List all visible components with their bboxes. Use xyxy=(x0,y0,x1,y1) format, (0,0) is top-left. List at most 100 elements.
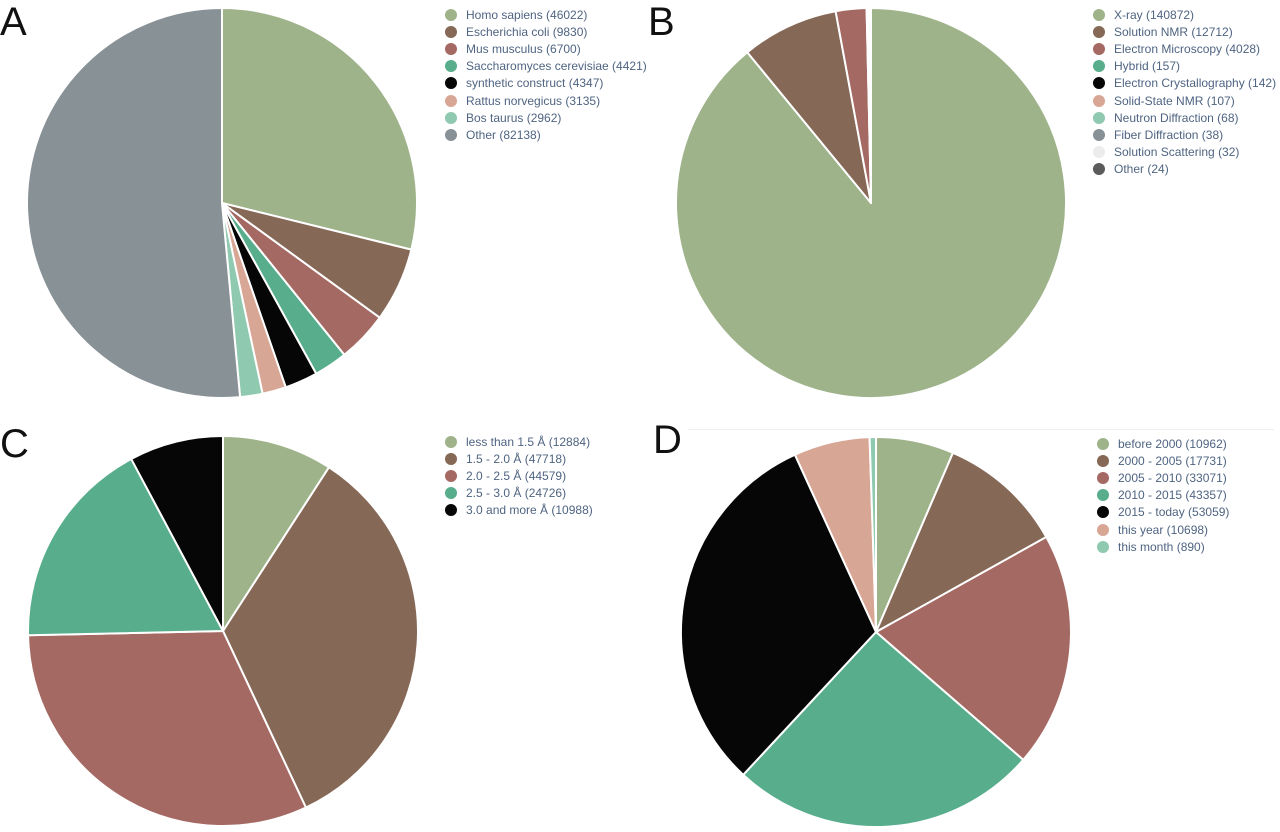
legend-item: 2.5 - 3.0 Å (24726) xyxy=(445,485,593,502)
panel-d-top-rule xyxy=(688,429,1274,430)
legend-swatch xyxy=(1093,9,1105,21)
legend-swatch xyxy=(1093,43,1105,55)
legend-swatch xyxy=(445,504,457,516)
legend-item: before 2000 (10962) xyxy=(1097,435,1229,452)
legend-label: this month (890) xyxy=(1118,540,1205,554)
legend-label: 2.0 - 2.5 Å (44579) xyxy=(466,469,566,483)
legend-label: Other (82138) xyxy=(466,128,541,142)
legend-swatch xyxy=(445,112,457,124)
legend-label: this year (10698) xyxy=(1118,523,1208,537)
pie-chart-d xyxy=(676,432,1076,832)
legend-item: X-ray (140872) xyxy=(1093,6,1276,23)
legend-label: 2005 - 2010 (33071) xyxy=(1118,471,1227,485)
legend-swatch xyxy=(445,9,457,21)
legend-label: Electron Microscopy (4028) xyxy=(1114,42,1260,56)
legend-item: 2.0 - 2.5 Å (44579) xyxy=(445,467,593,484)
legend-item: synthetic construct (4347) xyxy=(445,75,647,92)
pie-slice-a-7 xyxy=(27,8,240,398)
legend-label: Fiber Diffraction (38) xyxy=(1114,128,1223,142)
legend-swatch xyxy=(445,470,457,482)
pie-chart-c xyxy=(23,431,423,831)
legend-d: before 2000 (10962) 2000 - 2005 (17731) 20… xyxy=(1097,435,1229,555)
legend-label: Solid-State NMR (107) xyxy=(1114,94,1235,108)
legend-swatch xyxy=(445,436,457,448)
legend-label: 2010 - 2015 (43357) xyxy=(1118,488,1227,502)
legend-item: Solution NMR (12712) xyxy=(1093,23,1276,40)
legend-item: less than 1.5 Å (12884) xyxy=(445,433,593,450)
legend-swatch xyxy=(1097,506,1109,518)
legend-label: X-ray (140872) xyxy=(1114,8,1194,22)
legend-item: Neutron Diffraction (68) xyxy=(1093,109,1276,126)
legend-swatch xyxy=(1093,163,1105,175)
legend-label: synthetic construct (4347) xyxy=(466,76,603,90)
legend-item: this month (890) xyxy=(1097,538,1229,555)
legend-swatch xyxy=(1097,541,1109,553)
legend-swatch xyxy=(1093,26,1105,38)
legend-label: Electron Crystallography (142) xyxy=(1114,76,1276,90)
legend-swatch xyxy=(445,129,457,141)
legend-label: 2015 - today (53059) xyxy=(1118,505,1229,519)
legend-swatch xyxy=(1093,129,1105,141)
legend-swatch xyxy=(445,487,457,499)
legend-c: less than 1.5 Å (12884) 1.5 - 2.0 Å (4771… xyxy=(445,433,593,519)
legend-item: 2010 - 2015 (43357) xyxy=(1097,487,1229,504)
legend-swatch xyxy=(1093,77,1105,89)
legend-label: Homo sapiens (46022) xyxy=(466,8,587,22)
legend-swatch xyxy=(1093,146,1105,158)
legend-label: Other (24) xyxy=(1114,162,1169,176)
legend-item: Mus musculus (6700) xyxy=(445,40,647,57)
legend-label: Hybrid (157) xyxy=(1114,59,1180,73)
legend-item: Escherichia coli (9830) xyxy=(445,23,647,40)
legend-label: before 2000 (10962) xyxy=(1118,437,1227,451)
legend-swatch xyxy=(1097,489,1109,501)
legend-label: Solution Scattering (32) xyxy=(1114,145,1239,159)
legend-item: Rattus norvegicus (3135) xyxy=(445,92,647,109)
pie-chart-a xyxy=(22,3,422,403)
legend-label: 3.0 and more Å (10988) xyxy=(466,503,593,517)
legend-item: 3.0 and more Å (10988) xyxy=(445,502,593,519)
legend-swatch xyxy=(1097,438,1109,450)
legend-swatch xyxy=(445,26,457,38)
legend-item: 1.5 - 2.0 Å (47718) xyxy=(445,450,593,467)
legend-item: Hybrid (157) xyxy=(1093,58,1276,75)
legend-swatch xyxy=(445,77,457,89)
legend-item: Other (24) xyxy=(1093,161,1276,178)
legend-label: Escherichia coli (9830) xyxy=(466,25,587,39)
legend-item: 2015 - today (53059) xyxy=(1097,504,1229,521)
legend-item: 2000 - 2005 (17731) xyxy=(1097,452,1229,469)
legend-label: 1.5 - 2.0 Å (47718) xyxy=(466,452,566,466)
legend-swatch xyxy=(445,43,457,55)
legend-item: Electron Crystallography (142) xyxy=(1093,75,1276,92)
legend-item: Solution Scattering (32) xyxy=(1093,144,1276,161)
legend-label: less than 1.5 Å (12884) xyxy=(466,435,590,449)
legend-swatch xyxy=(1097,524,1109,536)
legend-swatch xyxy=(445,95,457,107)
legend-item: Other (82138) xyxy=(445,126,647,143)
legend-label: Rattus norvegicus (3135) xyxy=(466,94,600,108)
legend-item: 2005 - 2010 (33071) xyxy=(1097,469,1229,486)
legend-item: Solid-State NMR (107) xyxy=(1093,92,1276,109)
legend-item: Electron Microscopy (4028) xyxy=(1093,40,1276,57)
legend-b: X-ray (140872) Solution NMR (12712) Electr… xyxy=(1093,6,1276,178)
legend-item: Saccharomyces cerevisiae (4421) xyxy=(445,58,647,75)
legend-swatch xyxy=(1097,472,1109,484)
legend-swatch xyxy=(1097,455,1109,467)
legend-label: Saccharomyces cerevisiae (4421) xyxy=(466,59,647,73)
legend-item: Bos taurus (2962) xyxy=(445,109,647,126)
legend-label: Solution NMR (12712) xyxy=(1114,25,1233,39)
pie-chart-b xyxy=(671,3,1071,403)
legend-swatch xyxy=(445,453,457,465)
legend-swatch xyxy=(1093,95,1105,107)
legend-swatch xyxy=(445,60,457,72)
legend-label: 2000 - 2005 (17731) xyxy=(1118,454,1227,468)
legend-label: Neutron Diffraction (68) xyxy=(1114,111,1239,125)
legend-label: 2.5 - 3.0 Å (24726) xyxy=(466,486,566,500)
legend-swatch xyxy=(1093,60,1105,72)
legend-item: this year (10698) xyxy=(1097,521,1229,538)
legend-a: Homo sapiens (46022) Escherichia coli (98… xyxy=(445,6,647,144)
legend-label: Bos taurus (2962) xyxy=(466,111,561,125)
legend-item: Homo sapiens (46022) xyxy=(445,6,647,23)
legend-swatch xyxy=(1093,112,1105,124)
legend-item: Fiber Diffraction (38) xyxy=(1093,126,1276,143)
legend-label: Mus musculus (6700) xyxy=(466,42,581,56)
